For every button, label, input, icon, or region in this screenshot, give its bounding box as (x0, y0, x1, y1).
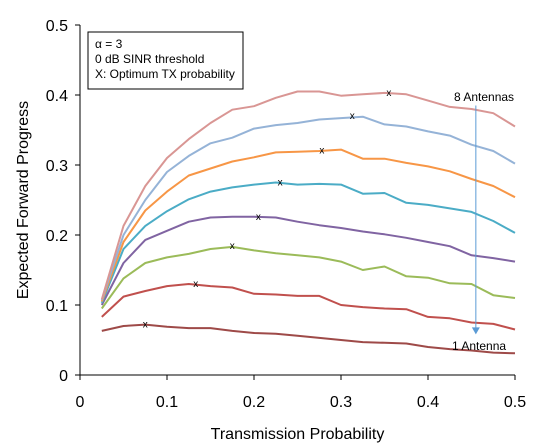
series-line-5 (100, 181, 516, 304)
series-line-8 (100, 90, 516, 300)
optimum-marker-2: x (193, 279, 198, 290)
series-line-3 (100, 245, 516, 310)
series-line-2 (101, 283, 516, 331)
optimum-marker-6: x (319, 145, 324, 156)
optimum-marker-7: x (350, 111, 355, 122)
series-layer (100, 90, 516, 355)
x-tick-label: 0 (76, 394, 85, 411)
optimum-marker-3: x (230, 241, 235, 252)
x-tick-label: 0.4 (417, 394, 439, 411)
optimum-marker-1: x (143, 320, 148, 331)
top-annotation-label: 8 Antennas (454, 90, 514, 104)
y-tick-label: 0.3 (46, 158, 68, 175)
ticks-layer: 0 0.1 0.2 0.3 0.4 0.5 0 0.1 0.2 0.3 0.4 0.5 (46, 18, 526, 411)
y-tick-label: 0.1 (46, 298, 68, 315)
optimum-marker-5: x (278, 178, 283, 189)
x-axis-title: Transmission Probability (211, 426, 385, 443)
x-tick-label: 0.3 (330, 394, 352, 411)
y-axis-title: Expected Forward Progress (15, 101, 32, 299)
legend-line-alpha: α = 3 (95, 37, 123, 51)
legend-line-threshold: 0 dB SINR threshold (95, 52, 204, 66)
y-tick-label: 0.5 (46, 18, 68, 35)
legend-frame (87, 31, 244, 90)
x-tick-label: 0.5 (504, 394, 526, 411)
axes-layer (79, 25, 515, 376)
optimum-marker-8: x (386, 88, 391, 99)
y-tick-label: 0 (59, 368, 68, 385)
bottom-annotation-label: 1 Antenna (452, 339, 506, 353)
legend-line-optimum: X: Optimum TX probability (95, 67, 235, 81)
legend-box: α = 3 0 dB SINR threshold X: Optimum TX … (87, 31, 244, 90)
x-tick-label: 0.2 (243, 394, 265, 411)
y-tick-label: 0.2 (46, 228, 68, 245)
y-tick-label: 0.4 (46, 88, 68, 105)
annot-layer: 8 Antennas 1 Antenna (452, 90, 514, 353)
x-tick-label: 0.1 (156, 394, 178, 411)
range-arrow-head (471, 327, 480, 335)
series-line-4 (100, 215, 516, 306)
series-line-6 (100, 148, 516, 302)
optimum-marker-4: x (256, 212, 261, 223)
series-line-7 (100, 115, 516, 301)
series-line-1 (101, 323, 516, 355)
markers-layer: x x x x x x x x (143, 88, 392, 331)
